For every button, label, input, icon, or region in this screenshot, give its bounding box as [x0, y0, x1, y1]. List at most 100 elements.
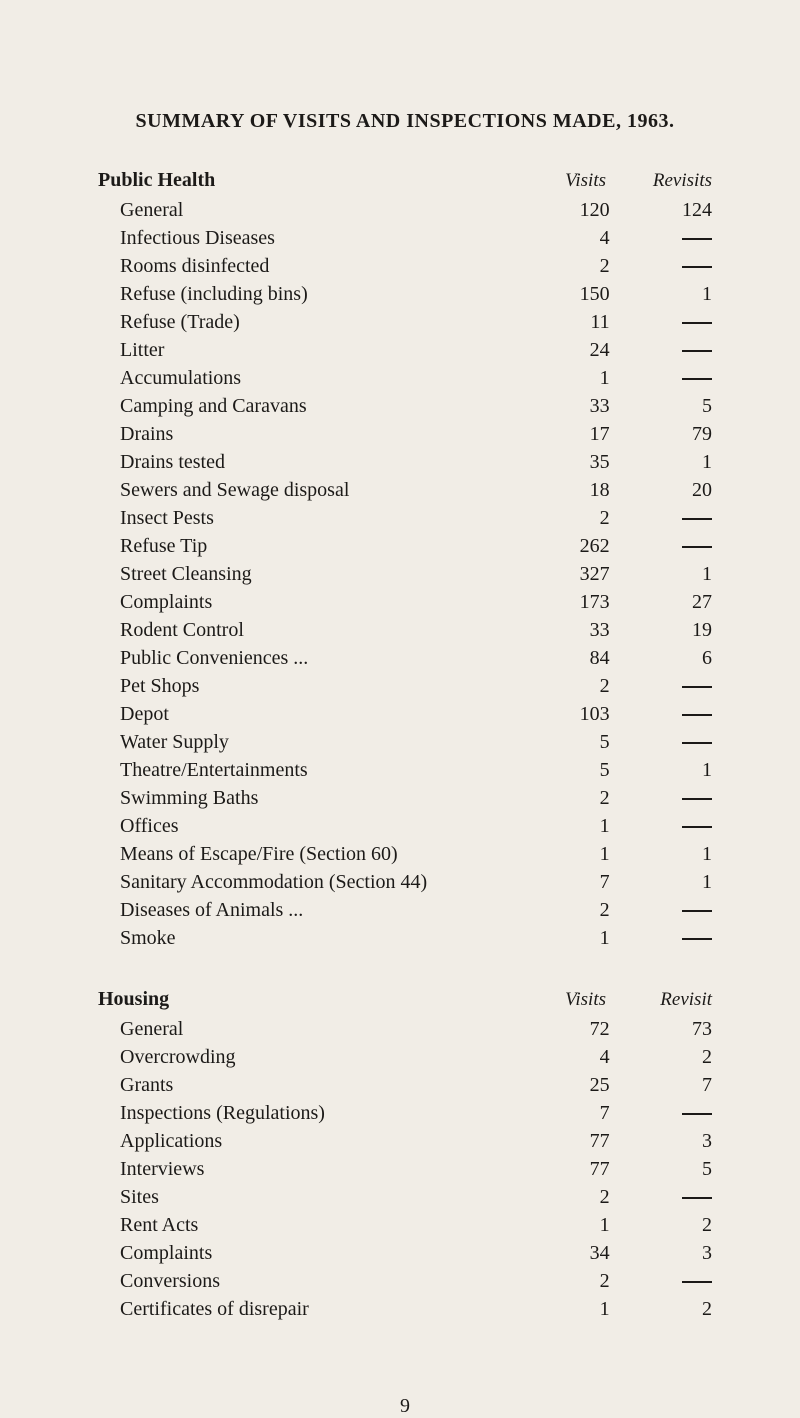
row-revisits: 19 [616, 616, 712, 644]
row-revisits [616, 252, 712, 280]
row-visits: 1 [504, 840, 616, 868]
row-revisits: 1 [616, 448, 712, 476]
dash-icon [682, 546, 712, 548]
table-row: General7273 [98, 1015, 712, 1043]
row-revisits: 124 [616, 196, 712, 224]
row-visits: 25 [504, 1071, 616, 1099]
row-visits: 5 [504, 756, 616, 784]
dash-icon [682, 1281, 712, 1283]
row-label: Refuse (Trade) [98, 308, 504, 336]
row-revisits: 1 [616, 280, 712, 308]
row-label: General [98, 196, 504, 224]
table-row: Applications773 [98, 1127, 712, 1155]
row-label: General [98, 1015, 504, 1043]
section-header-public-health: Public Health Visits Revisits [98, 169, 712, 192]
row-revisits: 1 [616, 560, 712, 588]
row-label: Theatre/Entertainments [98, 756, 504, 784]
row-revisits: 2 [616, 1043, 712, 1071]
table-row: Infectious Diseases4 [98, 224, 712, 252]
row-label: Infectious Diseases [98, 224, 504, 252]
table-row: Swimming Baths2 [98, 784, 712, 812]
column-header-visits: Visits [496, 989, 612, 1011]
row-label: Offices [98, 812, 504, 840]
dash-icon [682, 1197, 712, 1199]
row-revisits [616, 504, 712, 532]
row-revisits: 27 [616, 588, 712, 616]
row-visits: 150 [504, 280, 616, 308]
table-row: Certificates of disrepair12 [98, 1295, 712, 1323]
row-revisits: 6 [616, 644, 712, 672]
document-page: SUMMARY OF VISITS AND INSPECTIONS MADE, … [0, 0, 800, 1418]
row-label: Rodent Control [98, 616, 504, 644]
row-label: Certificates of disrepair [98, 1295, 504, 1323]
row-revisits [616, 308, 712, 336]
row-label: Smoke [98, 924, 504, 952]
row-revisits [616, 532, 712, 560]
row-revisits [616, 924, 712, 952]
dash-icon [682, 322, 712, 324]
table-row: Refuse (Trade)11 [98, 308, 712, 336]
row-revisits [616, 784, 712, 812]
row-visits: 7 [504, 868, 616, 896]
row-revisits [616, 1183, 712, 1211]
table-row: Rent Acts12 [98, 1211, 712, 1239]
table-row: Offices1 [98, 812, 712, 840]
row-label: Conversions [98, 1267, 504, 1295]
dash-icon [682, 686, 712, 688]
dash-icon [682, 826, 712, 828]
dash-icon [682, 238, 712, 240]
row-revisits: 1 [616, 756, 712, 784]
table-row: Rodent Control3319 [98, 616, 712, 644]
row-revisits: 1 [616, 840, 712, 868]
row-label: Interviews [98, 1155, 504, 1183]
dash-icon [682, 378, 712, 380]
dash-icon [682, 938, 712, 940]
row-revisits: 7 [616, 1071, 712, 1099]
row-visits: 1 [504, 1211, 616, 1239]
row-visits: 34 [504, 1239, 616, 1267]
table-row: Complaints343 [98, 1239, 712, 1267]
table-row: Water Supply5 [98, 728, 712, 756]
dash-icon [682, 518, 712, 520]
row-label: Refuse (including bins) [98, 280, 504, 308]
row-label: Means of Escape/Fire (Section 60) [98, 840, 504, 868]
table-row: Refuse Tip262 [98, 532, 712, 560]
row-label: Overcrowding [98, 1043, 504, 1071]
row-label: Camping and Caravans [98, 392, 504, 420]
public-health-rows: General120124Infectious Diseases4Rooms d… [98, 196, 712, 952]
row-visits: 24 [504, 336, 616, 364]
table-row: Drains tested351 [98, 448, 712, 476]
row-revisits: 79 [616, 420, 712, 448]
housing-rows: General7273Overcrowding42Grants257Inspec… [98, 1015, 712, 1323]
page-number: 9 [98, 1395, 712, 1418]
row-label: Accumulations [98, 364, 504, 392]
row-visits: 72 [504, 1015, 616, 1043]
row-visits: 2 [504, 1183, 616, 1211]
row-visits: 327 [504, 560, 616, 588]
dash-icon [682, 266, 712, 268]
row-visits: 2 [504, 252, 616, 280]
row-revisits [616, 672, 712, 700]
row-visits: 2 [504, 504, 616, 532]
table-row: Refuse (including bins)1501 [98, 280, 712, 308]
table-row: Sanitary Accommodation (Section 44)71 [98, 868, 712, 896]
row-label: Complaints [98, 588, 504, 616]
row-label: Depot [98, 700, 504, 728]
table-row: Smoke1 [98, 924, 712, 952]
row-visits: 4 [504, 1043, 616, 1071]
row-visits: 1 [504, 812, 616, 840]
table-row: Pet Shops2 [98, 672, 712, 700]
table-row: Sewers and Sewage disposal1820 [98, 476, 712, 504]
section-header-housing: Housing Visits Revisit [98, 988, 712, 1011]
row-visits: 77 [504, 1155, 616, 1183]
row-visits: 7 [504, 1099, 616, 1127]
row-revisits: 3 [616, 1239, 712, 1267]
row-label: Diseases of Animals ... [98, 896, 504, 924]
row-visits: 1 [504, 364, 616, 392]
row-visits: 120 [504, 196, 616, 224]
row-revisits: 2 [616, 1295, 712, 1323]
table-row: Rooms disinfected2 [98, 252, 712, 280]
row-label: Litter [98, 336, 504, 364]
table-row: Depot103 [98, 700, 712, 728]
row-revisits: 5 [616, 1155, 712, 1183]
